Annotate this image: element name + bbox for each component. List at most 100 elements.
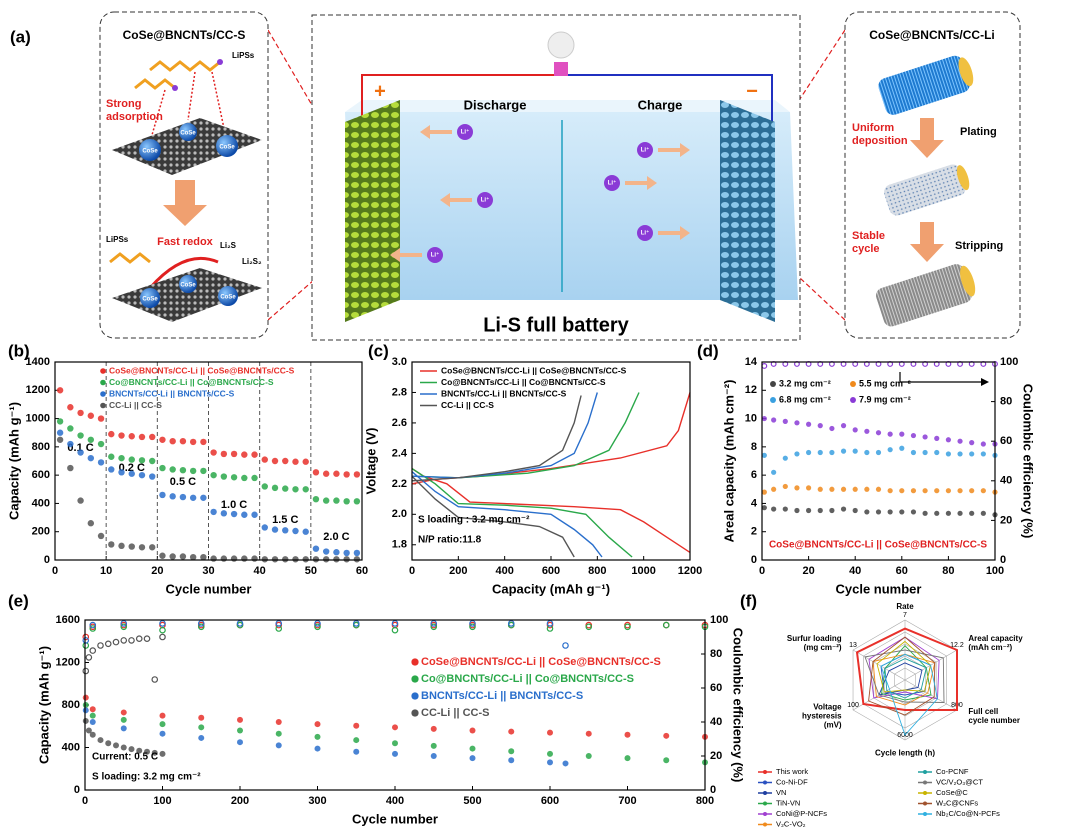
point [138, 544, 146, 551]
point [806, 421, 812, 427]
point [899, 445, 905, 451]
legend-swatch [100, 379, 106, 386]
point [292, 486, 299, 493]
point [957, 488, 963, 494]
arrow [420, 125, 452, 139]
ce-point [120, 623, 128, 631]
legend-label: CC-Li || CC-S [109, 400, 162, 410]
ion [637, 225, 653, 241]
point [292, 556, 299, 563]
point [118, 454, 125, 462]
particle [140, 288, 160, 308]
y2-tick-label: 20 [1000, 514, 1012, 526]
legend-label: CoSe@BNCNTs/CC-Li || CoSe@BNCNTs/CC-S [421, 656, 661, 668]
y-tick-label: 14 [745, 356, 758, 368]
point [159, 750, 166, 757]
ce-point [469, 623, 476, 631]
brush [876, 264, 976, 327]
y-tick-label: 400 [32, 497, 50, 509]
legend-swatch-marker [923, 812, 927, 816]
ce-point [82, 667, 90, 675]
point [282, 527, 289, 534]
label: Charge [638, 97, 683, 112]
brush [878, 55, 974, 115]
y-tick-label: 4 [751, 497, 758, 509]
point [771, 486, 777, 492]
point [282, 556, 289, 563]
box-title: CoSe@BNCNTs/CC-Li [869, 28, 994, 42]
y-tick-label: 1400 [26, 356, 50, 368]
point [87, 436, 95, 443]
ce-point [151, 676, 159, 683]
anode [720, 100, 775, 322]
point [852, 427, 858, 433]
point [585, 753, 592, 759]
polysulfide-chain [109, 252, 151, 264]
point [241, 511, 248, 518]
legend-label: Nb₂C/Co@N-PCFs [936, 809, 1000, 818]
point [87, 520, 95, 527]
point [312, 495, 320, 503]
point [934, 488, 940, 494]
ce-point [507, 620, 515, 627]
point [210, 471, 217, 479]
legend-label: CoNi@P-NCFs [776, 809, 827, 818]
plot-frame [761, 361, 996, 561]
ce-point [128, 637, 135, 644]
point [430, 725, 437, 732]
panel-label: (c) [368, 341, 389, 360]
lithium-atom [172, 85, 178, 91]
polarity: + [374, 80, 386, 102]
legend-swatch [770, 381, 776, 387]
legend-label: Co@BNCNTs/CC-Li || Co@BNCNTs/CC-S [421, 673, 634, 685]
legend-swatch [850, 397, 856, 403]
point [220, 450, 228, 458]
point [547, 729, 553, 736]
point [292, 458, 299, 465]
point [210, 449, 217, 456]
label: Strong [106, 98, 141, 110]
point [251, 474, 258, 482]
point [585, 730, 592, 737]
ce-point [546, 620, 554, 627]
point [771, 469, 777, 475]
y2-tick-label: 0 [710, 784, 716, 796]
annotation: CoSe@BNCNTs/CC-Li || CoSe@BNCNTs/CC-S [769, 540, 987, 551]
ce-point [159, 633, 166, 641]
point [899, 431, 905, 437]
ion [477, 192, 493, 208]
point [771, 506, 777, 512]
label: deposition [852, 135, 908, 147]
point [159, 552, 166, 559]
point [980, 441, 986, 447]
ion [457, 124, 473, 140]
point [220, 473, 228, 480]
point [179, 466, 187, 474]
point [547, 759, 553, 766]
point [198, 724, 205, 731]
lithium-atom [217, 59, 223, 65]
legend-label: 3.2 mg cm⁻² [779, 378, 831, 388]
radar-axis-label: cycle number [968, 716, 1020, 725]
point [230, 510, 238, 518]
point [957, 438, 963, 444]
point [198, 734, 205, 741]
label: Fast redox [157, 236, 214, 248]
y-tick-label: 10 [745, 412, 757, 424]
point [343, 471, 350, 478]
point [840, 486, 847, 492]
ce-point [97, 642, 104, 649]
connector [267, 29, 351, 171]
point [782, 483, 788, 490]
point [144, 748, 150, 755]
point [934, 449, 940, 456]
point [969, 451, 975, 457]
point [314, 733, 321, 740]
point [108, 453, 115, 460]
legend-label: CC-Li || CC-S [441, 400, 494, 410]
point [118, 432, 125, 439]
ce-point [104, 640, 112, 648]
brush-body [878, 55, 970, 115]
x-tick-label: 700 [618, 795, 636, 807]
